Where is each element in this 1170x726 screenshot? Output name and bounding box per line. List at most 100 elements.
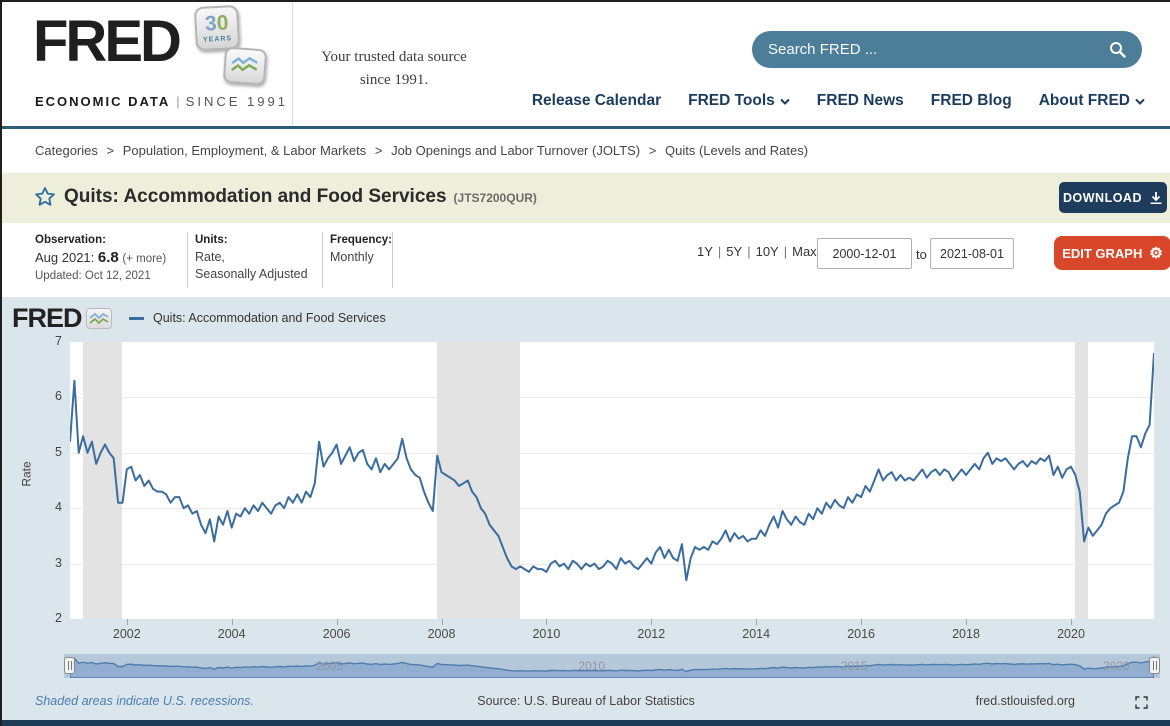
download-icon (1150, 191, 1162, 204)
preset-1y[interactable]: 1Y (697, 244, 713, 259)
series-id: (JTS7200QUR) (453, 191, 537, 205)
x-axis-label: 2004 (217, 627, 246, 641)
main-nav: Release Calendar FRED Tools FRED News FR… (532, 92, 1145, 110)
observation-label: Observation: (35, 234, 106, 246)
gear-icon: ⚙ (1149, 244, 1163, 262)
logo-subtitle: ECONOMIC DATA | SINCE 1991 (35, 94, 288, 109)
y-axis-label: 4 (55, 500, 62, 515)
chart-tile-icon (222, 46, 268, 86)
x-axis-tick (231, 619, 233, 625)
nav-about-fred[interactable]: About FRED (1039, 92, 1145, 110)
fred-logo-text: FRED (33, 9, 182, 74)
chart-legend: Quits: Accommodation and Food Services (129, 311, 386, 325)
badge-number: 30 (204, 11, 230, 36)
y-gridline (70, 508, 1154, 510)
x-axis-label: 2002 (112, 627, 141, 641)
edit-graph-button[interactable]: EDIT GRAPH ⚙ (1054, 236, 1170, 270)
x-axis-tick (966, 619, 967, 625)
range-handle-right[interactable] (1149, 657, 1160, 674)
fullscreen-icon[interactable] (1135, 696, 1148, 709)
site-link[interactable]: fred.stlouisfed.org (975, 694, 1075, 708)
nav-fred-blog[interactable]: FRED Blog (930, 92, 1012, 109)
zigzag-lines-icon (230, 56, 258, 72)
search-input[interactable] (768, 41, 1109, 58)
site-tagline: Your trusted data source since 1991. (321, 49, 467, 89)
observation-value: 6.8 (97, 249, 119, 266)
source-text: Source: U.S. Bureau of Labor Statistics (477, 694, 695, 708)
favorite-star-icon[interactable] (34, 186, 56, 212)
range-selector-year-label: 2020 (1103, 659, 1130, 673)
nav-fred-tools[interactable]: FRED Tools (688, 92, 790, 110)
nav-fred-news[interactable]: FRED News (816, 92, 904, 109)
frequency-value: Monthly (330, 250, 374, 264)
legend-series-label: Quits: Accommodation and Food Services (153, 311, 386, 325)
chevron-down-icon (780, 98, 790, 105)
series-title-bar: Quits: Accommodation and Food Services (J… (2, 173, 1170, 223)
x-axis-tick (546, 619, 548, 625)
units-block: Units: Rate, Seasonally Adjusted (195, 234, 308, 283)
frequency-block: Frequency: Monthly (330, 234, 392, 266)
x-axis-label: 2020 (1057, 627, 1085, 641)
y-axis-label: 6 (55, 389, 62, 404)
chevron-down-icon (1135, 98, 1145, 105)
x-axis-tick (336, 619, 338, 625)
chart-panel: FRED Quits: Accommodation and Food Servi… (2, 297, 1170, 720)
x-axis-tick (861, 619, 863, 625)
recession-band (437, 342, 521, 619)
units-label: Units: (195, 234, 228, 246)
x-axis-tick (441, 619, 443, 625)
search-bar (752, 31, 1142, 68)
breadcrumb: Categories > Population, Employment, & L… (35, 143, 809, 158)
x-axis-label: 2012 (637, 627, 666, 641)
page-title: Quits: Accommodation and Food Services (J… (64, 186, 537, 207)
x-axis-label: 2008 (427, 627, 456, 641)
search-button[interactable] (1109, 41, 1126, 58)
fred-logo[interactable]: FRED 30 YEARS ECONOMIC DATA | SINCE 1991 (2, 2, 293, 126)
range-presets: 1Y | 5Y | 10Y | Max (697, 244, 817, 259)
chart-watermark: FRED (12, 303, 112, 334)
grip-icon (1152, 661, 1157, 670)
legend-line-swatch (129, 316, 144, 320)
units-value: Rate, Seasonally Adjusted (195, 250, 308, 281)
breadcrumb-population[interactable]: Population, Employment, & Labor Markets (122, 143, 367, 158)
frequency-label: Frequency: (330, 234, 392, 246)
x-axis-tick (126, 619, 128, 625)
grip-icon (67, 661, 72, 670)
y-axis-title: Rate (19, 461, 34, 487)
thirty-years-badge-icon: 30 YEARS (193, 4, 241, 52)
series-line-chart (70, 353, 1154, 582)
fred-watermark-tile-icon (85, 308, 112, 329)
series-meta-bar: Observation: Aug 2021: 6.8 (+ more) Upda… (2, 223, 1170, 297)
download-button[interactable]: DOWNLOAD (1059, 182, 1167, 213)
recession-note-link[interactable]: Shaded areas indicate U.S. recessions. (35, 694, 254, 708)
start-date-input[interactable] (817, 238, 912, 269)
y-axis-label: 7 (55, 334, 62, 348)
preset-5y[interactable]: 5Y (726, 244, 743, 259)
site-header: FRED 30 YEARS ECONOMIC DATA | SINCE 1991 Y… (2, 2, 1170, 129)
y-axis-label: 3 (55, 555, 62, 570)
breadcrumb-categories[interactable]: Categories (35, 143, 98, 158)
preset-max[interactable]: Max (792, 244, 817, 259)
range-selector[interactable]: 2005 2010 2015 2020 (64, 654, 1160, 678)
y-axis-label: 2 (55, 611, 62, 625)
range-selector-year-label: 2005 (316, 659, 343, 673)
breadcrumb-quits[interactable]: Quits (Levels and Rates) (664, 143, 809, 158)
range-selector-year-label: 2010 (578, 659, 606, 673)
divider (392, 232, 393, 288)
x-axis-label: 2018 (952, 627, 980, 641)
range-handle-left[interactable] (64, 657, 75, 674)
nav-release-calendar[interactable]: Release Calendar (531, 92, 662, 109)
plot-area[interactable]: 2 3 4 5 6 7 (55, 334, 1154, 625)
preset-10y[interactable]: 10Y (755, 244, 779, 259)
breadcrumb-jolts[interactable]: Job Openings and Labor Turnover (JOLTS) (391, 143, 641, 158)
end-date-input[interactable] (930, 238, 1014, 269)
search-icon (1110, 42, 1126, 58)
x-axis-label: 2016 (847, 627, 875, 641)
fred-watermark-text: FRED (12, 303, 82, 333)
more-observations-link[interactable]: (+ more) (122, 253, 167, 265)
y-gridline (70, 397, 1154, 399)
updated-date: Updated: Oct 12, 2021 (35, 270, 151, 282)
x-axis-tick (651, 619, 653, 625)
x-axis-label: 2010 (532, 627, 561, 641)
